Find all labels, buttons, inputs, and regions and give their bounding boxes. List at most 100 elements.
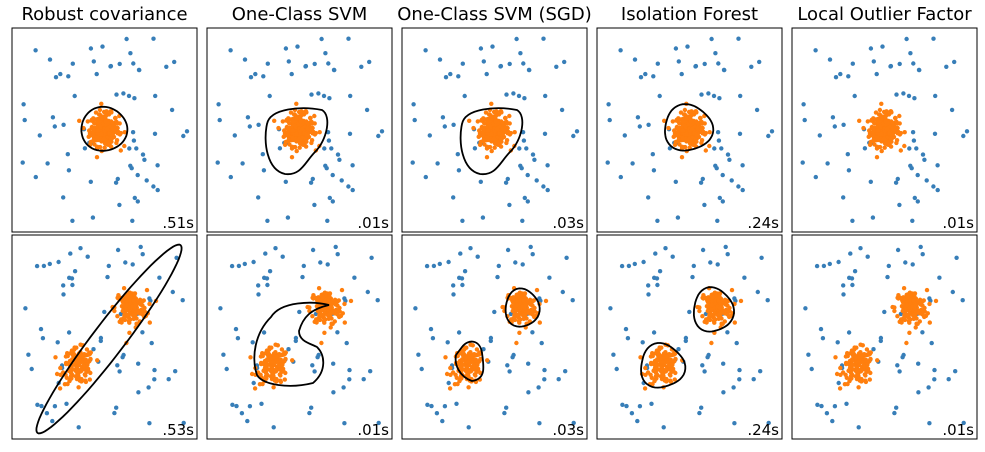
outlier-point [570, 298, 575, 303]
inlier-point [869, 117, 874, 123]
panel-title: Isolation Forest [621, 4, 758, 25]
outlier-point [526, 390, 531, 395]
inlier-point [505, 121, 510, 126]
inlier-point [851, 367, 856, 372]
outlier-point [534, 178, 539, 183]
inlier-point [510, 308, 515, 314]
inlier-point [671, 368, 676, 374]
inlier-point [663, 350, 668, 355]
outlier-point [556, 377, 561, 382]
outlier-point [852, 93, 857, 99]
outlier-point [329, 146, 334, 151]
outlier-point [736, 36, 741, 41]
inlier-point [469, 354, 474, 359]
inlier-point [643, 365, 648, 371]
outlier-point [513, 260, 518, 265]
inlier-point [895, 125, 900, 131]
inlier-point [866, 352, 871, 357]
inlier-point [99, 101, 104, 107]
inlier-point [705, 308, 710, 314]
inlier-point [499, 139, 504, 144]
outlier-point [716, 61, 721, 66]
inlier-point [322, 330, 327, 335]
outlier-point [505, 363, 510, 368]
outlier-point [273, 246, 278, 251]
outlier-point [123, 260, 128, 265]
outlier-point [715, 262, 720, 267]
inlier-point [112, 115, 118, 121]
outlier-point [218, 306, 223, 311]
outlier-point [70, 218, 75, 223]
inlier-point [477, 128, 482, 133]
inlier-point [889, 139, 894, 144]
inlier-point [448, 365, 453, 371]
outlier-point [256, 283, 261, 288]
outlier-point [410, 160, 415, 165]
outlier-point [490, 44, 495, 49]
outlier-point [522, 96, 527, 101]
outlier-point [132, 96, 137, 101]
outlier-point [114, 92, 119, 97]
outlier-point [144, 178, 149, 183]
inlier-point [70, 373, 75, 378]
inlier-point [537, 320, 542, 325]
outlier-point [423, 174, 428, 180]
inlier-point [132, 312, 137, 317]
outlier-point [646, 283, 651, 288]
outlier-point [657, 269, 663, 274]
outlier-point [502, 410, 507, 416]
inlier-point [286, 137, 291, 142]
outlier-point [326, 61, 331, 66]
outlier-point [460, 282, 465, 288]
outlier-point [61, 122, 66, 128]
inlier-point [285, 132, 291, 138]
outlier-point [332, 67, 337, 73]
outlier-point [260, 152, 265, 157]
outlier-point [507, 369, 512, 374]
outlier-point [676, 347, 681, 352]
inlier-point [104, 112, 109, 117]
outlier-point [481, 59, 486, 64]
inlier-point [717, 312, 722, 317]
panel-9: .01s [791, 234, 978, 440]
outlier-point [559, 107, 565, 113]
outlier-point [124, 36, 129, 42]
outlier-point [504, 405, 509, 410]
outlier-point [240, 161, 245, 166]
inlier-point [707, 143, 712, 149]
outlier-point [901, 352, 906, 358]
outlier-point [256, 122, 261, 128]
inlier-point [290, 135, 295, 141]
inlier-point [680, 135, 685, 141]
outlier-point [496, 263, 501, 269]
inlier-point [115, 125, 120, 131]
outlier-point [918, 244, 923, 250]
inlier-point [124, 307, 129, 312]
inlier-point [314, 304, 320, 309]
outlier-point [58, 71, 63, 77]
outlier-point [184, 129, 190, 134]
inlier-point [121, 286, 127, 291]
inlier-point [679, 155, 685, 160]
outlier-point [316, 91, 321, 96]
outlier-point [717, 96, 722, 101]
inlier-point [672, 358, 677, 364]
outlier-point [312, 369, 317, 374]
inlier-point [278, 379, 284, 385]
outlier-point [536, 385, 541, 390]
outlier-point [61, 292, 66, 297]
outlier-point [897, 369, 902, 374]
inlier-point [683, 123, 688, 129]
outlier-point [865, 254, 870, 259]
inlier-point [58, 365, 63, 371]
outlier-point [632, 57, 638, 62]
outlier-point [480, 215, 486, 220]
outlier-point [827, 57, 833, 62]
inlier-point [514, 312, 520, 318]
inlier-point [502, 115, 508, 121]
inlier-point [850, 362, 855, 367]
outlier-point [325, 218, 330, 223]
inlier-point [89, 117, 95, 123]
inlier-point [865, 119, 870, 124]
outlier-point [78, 246, 83, 251]
